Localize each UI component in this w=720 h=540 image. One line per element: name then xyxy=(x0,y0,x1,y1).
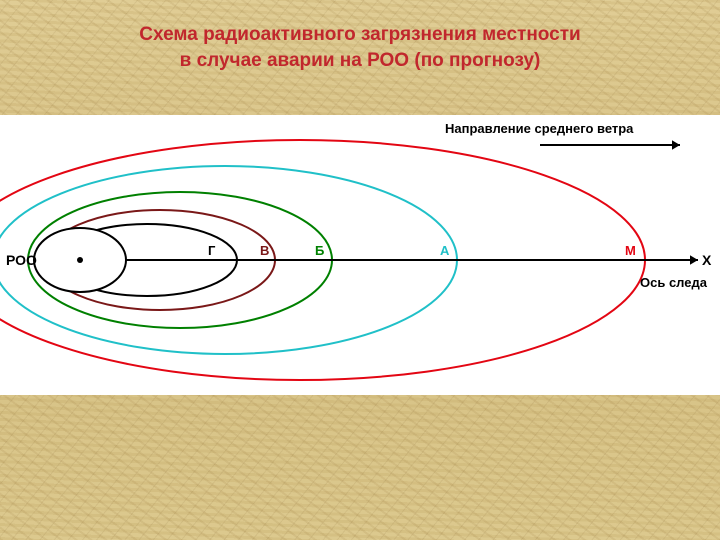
axis-arrowhead-icon xyxy=(690,255,698,265)
title-line-1: Схема радиоактивного загрязнения местнос… xyxy=(139,24,580,45)
axis-caption: Ось следа xyxy=(640,275,708,290)
zone-label-V: В xyxy=(260,243,269,258)
zone-label-G: Г xyxy=(208,243,216,258)
page-title: Схема радиоактивного загрязнения местнос… xyxy=(0,0,720,73)
source-label: РОО xyxy=(6,252,37,268)
wind-arrowhead-icon xyxy=(672,140,680,150)
zone-label-B: Б xyxy=(315,243,324,258)
zone-label-A: А xyxy=(440,243,450,258)
title-line-2: в случае аварии на РОО (по прогнозу) xyxy=(180,50,541,71)
axis-x-label: Х xyxy=(702,252,712,268)
zone-label-M: М xyxy=(625,243,636,258)
contamination-diagram: Г В Б А М РОО Х Ось следа Направление среднего в… xyxy=(0,115,720,395)
wind-label: Направление среднего ветра xyxy=(445,121,634,136)
diagram-container: Г В Б А М РОО Х Ось следа Направление среднего в… xyxy=(0,115,720,395)
source-center-dot xyxy=(77,257,83,263)
